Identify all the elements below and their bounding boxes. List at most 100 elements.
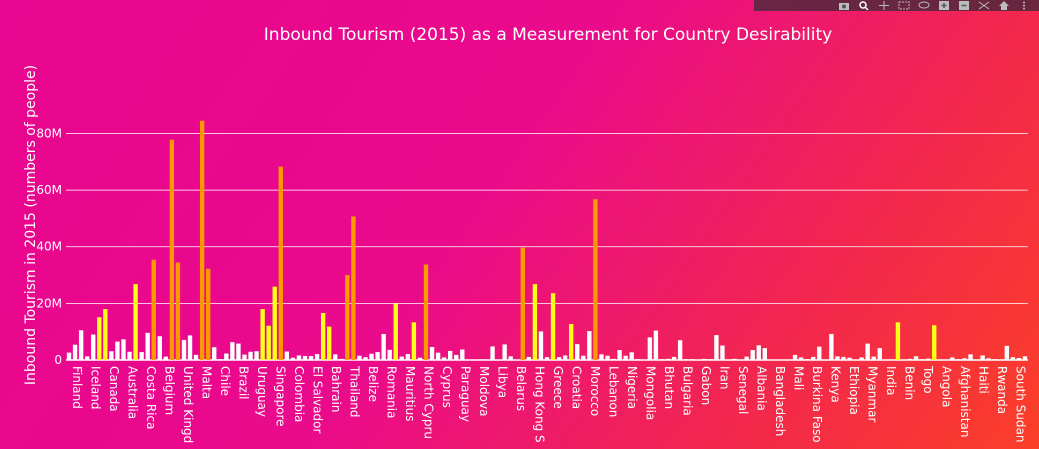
bar[interactable]: [514, 359, 519, 360]
bar[interactable]: [115, 341, 120, 360]
bar[interactable]: [780, 359, 786, 361]
bar[interactable]: [472, 359, 477, 361]
bar[interactable]: [302, 356, 308, 360]
bar[interactable]: [756, 345, 761, 360]
bar[interactable]: [919, 359, 925, 360]
bar[interactable]: [187, 335, 193, 360]
bar[interactable]: [817, 346, 822, 360]
bar[interactable]: [429, 346, 435, 360]
zoom-in-icon[interactable]: [937, 0, 951, 11]
bar[interactable]: [744, 356, 749, 360]
bar[interactable]: [502, 344, 507, 360]
bar[interactable]: [847, 357, 852, 360]
bar[interactable]: [357, 355, 362, 360]
bar[interactable]: [932, 325, 937, 360]
bar[interactable]: [339, 358, 344, 360]
bar[interactable]: [466, 359, 471, 361]
bar[interactable]: [702, 358, 707, 360]
bar[interactable]: [901, 359, 907, 361]
lasso-icon[interactable]: [917, 0, 931, 11]
bar[interactable]: [351, 216, 356, 360]
bar[interactable]: [121, 339, 126, 360]
bar[interactable]: [254, 351, 259, 360]
bar[interactable]: [345, 275, 350, 360]
bar[interactable]: [829, 333, 834, 360]
bar[interactable]: [726, 359, 731, 361]
bar[interactable]: [889, 359, 895, 361]
bar[interactable]: [774, 359, 780, 361]
bar[interactable]: [738, 359, 743, 360]
bar[interactable]: [266, 325, 271, 360]
bar[interactable]: [381, 333, 386, 360]
bar[interactable]: [562, 355, 568, 360]
bar[interactable]: [750, 350, 755, 360]
bar[interactable]: [883, 359, 888, 361]
bar[interactable]: [411, 322, 417, 360]
bar[interactable]: [980, 355, 985, 360]
bar[interactable]: [938, 359, 943, 361]
bar[interactable]: [581, 355, 586, 360]
bar[interactable]: [823, 359, 828, 361]
bar[interactable]: [986, 358, 991, 360]
bar[interactable]: [647, 337, 653, 360]
bar[interactable]: [962, 358, 967, 360]
bar[interactable]: [66, 352, 72, 360]
bar[interactable]: [835, 356, 840, 360]
bar[interactable]: [1004, 345, 1010, 360]
bar[interactable]: [623, 355, 628, 360]
bar[interactable]: [690, 359, 695, 360]
bar[interactable]: [441, 357, 447, 360]
more-icon[interactable]: [1017, 0, 1031, 11]
bar[interactable]: [393, 303, 398, 360]
bar[interactable]: [260, 309, 265, 360]
bar[interactable]: [1022, 356, 1028, 360]
bar[interactable]: [175, 262, 181, 360]
bar[interactable]: [333, 354, 338, 360]
bar[interactable]: [925, 358, 931, 360]
bar[interactable]: [944, 359, 949, 361]
bar[interactable]: [804, 359, 810, 360]
bar[interactable]: [151, 259, 156, 360]
bar[interactable]: [496, 359, 501, 361]
bar[interactable]: [242, 354, 247, 360]
bar[interactable]: [375, 352, 380, 360]
bar[interactable]: [550, 293, 556, 360]
bar[interactable]: [907, 358, 913, 360]
bar[interactable]: [671, 356, 677, 360]
bar[interactable]: [768, 359, 774, 361]
home-icon[interactable]: [997, 0, 1011, 11]
bar[interactable]: [109, 351, 114, 360]
bar[interactable]: [653, 330, 659, 360]
bar[interactable]: [611, 358, 616, 360]
bar[interactable]: [478, 359, 483, 360]
bar[interactable]: [278, 166, 283, 360]
bar[interactable]: [968, 354, 973, 360]
bar[interactable]: [435, 352, 441, 360]
bar[interactable]: [575, 344, 580, 360]
bar[interactable]: [859, 357, 864, 360]
bar[interactable]: [865, 343, 870, 360]
bar[interactable]: [369, 353, 374, 360]
bar[interactable]: [526, 356, 532, 360]
bar[interactable]: [405, 354, 411, 360]
bar[interactable]: [296, 355, 302, 360]
bar[interactable]: [786, 359, 792, 361]
bar[interactable]: [423, 264, 429, 360]
bar[interactable]: [708, 359, 713, 360]
bar[interactable]: [314, 354, 320, 360]
bar[interactable]: [199, 120, 205, 360]
bar[interactable]: [998, 359, 1003, 361]
bar[interactable]: [617, 350, 622, 360]
bar[interactable]: [97, 317, 102, 360]
bar[interactable]: [992, 359, 997, 360]
bar[interactable]: [599, 354, 604, 360]
bar[interactable]: [853, 359, 858, 361]
bar[interactable]: [587, 331, 592, 360]
bar[interactable]: [327, 326, 332, 360]
bar[interactable]: [605, 355, 610, 360]
bar[interactable]: [520, 247, 525, 360]
bar[interactable]: [157, 336, 162, 360]
bar[interactable]: [508, 356, 513, 360]
zoom-out-icon[interactable]: [957, 0, 971, 11]
bar[interactable]: [683, 359, 689, 360]
